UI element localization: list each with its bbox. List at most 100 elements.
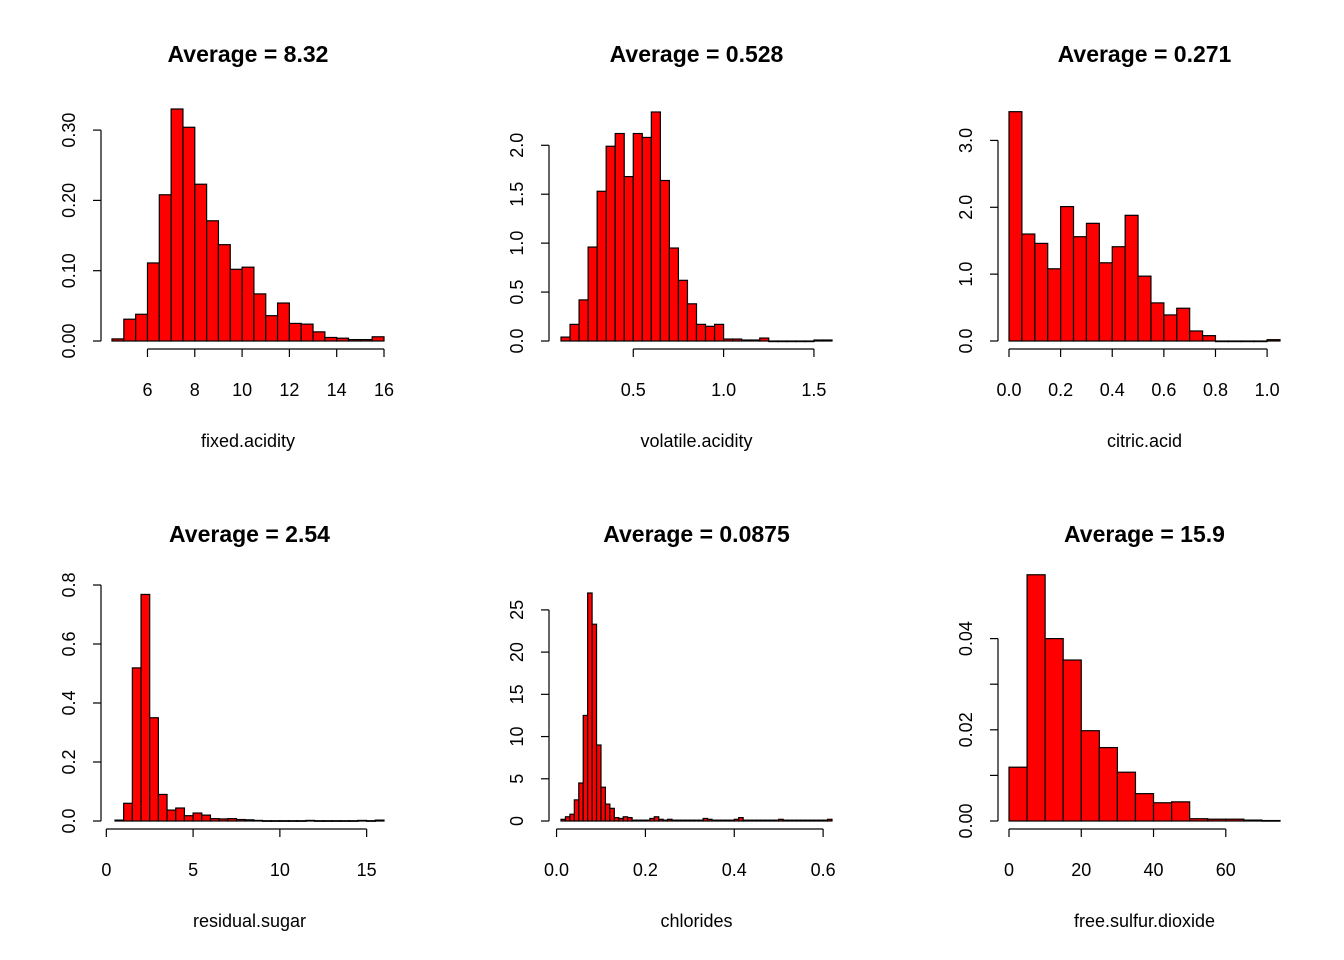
histogram-bar <box>711 819 718 822</box>
x-tick-label: 10 <box>232 380 252 400</box>
histogram-bar <box>149 717 159 822</box>
histogram-bar <box>1060 206 1075 342</box>
histogram-bar <box>182 126 196 342</box>
histogram-bar <box>632 132 643 342</box>
histogram-panel: Average = 15.9 0 20 40 60 0.00 0.02 0.04 free.su… <box>956 521 1281 931</box>
histogram-bar <box>1085 222 1100 342</box>
histogram-bar <box>218 818 229 822</box>
histogram-bar <box>573 799 580 822</box>
histogram-bar <box>818 819 824 822</box>
x-axis-label: chlorides <box>660 911 732 931</box>
x-tick-label: 0.2 <box>1048 380 1073 400</box>
histogram-bar <box>591 623 598 822</box>
histogram-bar <box>587 246 598 342</box>
x-tick-label: 16 <box>374 380 394 400</box>
histogram-bar <box>800 819 806 822</box>
histogram-bar <box>235 818 246 822</box>
histogram-bar <box>287 820 298 822</box>
x-tick-label: 0.4 <box>1100 380 1125 400</box>
histogram-bar <box>618 817 624 822</box>
histogram-bar <box>1124 214 1139 342</box>
histogram-bar <box>1137 275 1152 342</box>
y-tick-label: 0.20 <box>59 183 79 218</box>
histogram-bar <box>560 818 567 822</box>
histogram-bar <box>146 262 160 342</box>
y-tick-label: 15 <box>507 684 527 704</box>
histogram-bar <box>158 194 172 342</box>
histogram-bar <box>1134 793 1155 822</box>
histogram-bar <box>331 820 342 822</box>
histogram-bar <box>1034 242 1049 342</box>
histogram-bar <box>600 786 607 822</box>
x-tick-label: 0.0 <box>996 380 1021 400</box>
histogram-bar <box>653 816 660 822</box>
y-tick-label: 0.02 <box>956 712 976 747</box>
histogram-bar <box>627 817 633 822</box>
x-axis-label: residual.sugar <box>193 911 306 931</box>
histogram-panel: Average = 0.271 0.0 0.2 0.4 0.6 0.8 1.0 0.0 1.0 2… <box>956 41 1281 451</box>
histogram-bar <box>732 338 743 342</box>
x-tick-label: 0.5 <box>621 380 646 400</box>
histogram-bar <box>644 819 651 822</box>
histogram-bar <box>613 817 620 822</box>
y-tick-label: 0.04 <box>956 621 976 656</box>
histogram-bar <box>791 819 798 822</box>
histogram-bar <box>1170 801 1191 822</box>
histogram-bar <box>270 820 281 822</box>
histogram-bar <box>244 819 255 822</box>
histogram-bar <box>1225 818 1245 822</box>
histogram-bar <box>166 809 177 822</box>
histogram-bar <box>1111 246 1126 342</box>
x-tick-label: 5 <box>188 860 198 880</box>
histogram-bar <box>227 818 238 822</box>
histogram-bar <box>241 266 255 342</box>
histogram-bar <box>1152 802 1173 822</box>
histogram-panel: Average = 2.54 0 5 10 15 0.0 0.2 0.4 0.6 0.8 resid… <box>59 521 385 931</box>
histogram-bar <box>768 340 779 343</box>
histogram-bar <box>693 819 700 822</box>
histogram-bar <box>1021 233 1036 342</box>
histogram-bar <box>114 819 125 822</box>
histogram-bar <box>1214 340 1229 343</box>
histogram-bar <box>1266 339 1281 342</box>
histogram-bar <box>680 819 686 822</box>
histogram-bar <box>713 323 725 342</box>
histogram-bar <box>778 818 784 822</box>
x-axis-label: citric.acid <box>1107 431 1182 451</box>
histogram-bar <box>684 819 691 822</box>
histogram-bar <box>206 220 220 342</box>
histogram-bar <box>123 318 137 342</box>
histogram-bar <box>659 179 670 342</box>
x-axis-label: volatile.acidity <box>640 431 752 451</box>
x-tick-label: 0.6 <box>1151 380 1176 400</box>
histogram-bar <box>253 293 267 342</box>
x-tick-label: 60 <box>1216 860 1236 880</box>
x-axis-label: fixed.acidity <box>201 431 295 451</box>
histogram-bar <box>313 820 324 822</box>
histogram-bar <box>1227 340 1242 343</box>
histogram-bar <box>738 817 744 822</box>
x-tick-label: 40 <box>1144 860 1164 880</box>
histogram-bar <box>750 339 761 342</box>
histogram-bar <box>759 337 770 342</box>
histogram-bar <box>1150 302 1165 342</box>
histogram-bar <box>336 337 350 342</box>
histogram-bar <box>131 667 142 822</box>
histogram-bar <box>569 813 575 822</box>
histogram-bar <box>609 807 615 822</box>
histogram-bar <box>689 819 695 822</box>
y-tick-label: 0.30 <box>59 113 79 148</box>
histogram-bar <box>623 175 634 342</box>
x-axis-label: free.sulfur.dioxide <box>1074 911 1215 931</box>
histogram-bar <box>751 819 758 822</box>
chart-title: Average = 0.528 <box>610 41 784 67</box>
histogram-bar <box>201 814 212 822</box>
histogram-bar <box>253 819 264 822</box>
x-tick-label: 14 <box>327 380 347 400</box>
histogram-bar <box>695 323 707 342</box>
histogram-bar <box>662 819 669 822</box>
histogram-bar <box>755 819 762 822</box>
histogram-bar <box>809 819 815 822</box>
histogram-bar <box>622 816 629 822</box>
